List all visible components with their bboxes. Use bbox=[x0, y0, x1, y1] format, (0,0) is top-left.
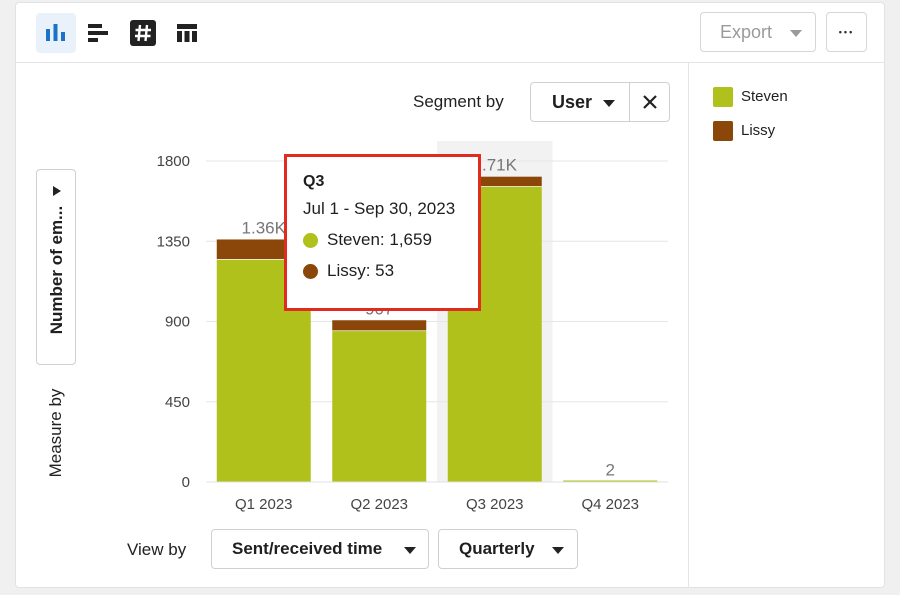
horizontal-bar-icon bbox=[88, 24, 108, 42]
table-view-button[interactable] bbox=[167, 13, 207, 53]
y-tick-label: 900 bbox=[165, 314, 190, 331]
legend: Steven Lissy bbox=[713, 86, 788, 154]
legend-item-lissy[interactable]: Lissy bbox=[713, 120, 788, 154]
tooltip-value: Steven: 1,659 bbox=[327, 230, 432, 249]
legend-divider bbox=[688, 63, 689, 588]
legend-swatch-steven bbox=[713, 87, 733, 107]
ellipsis-icon: ••• bbox=[838, 27, 855, 37]
chart-tooltip: Q3 Jul 1 - Sep 30, 2023 Steven: 1,659 Li… bbox=[284, 154, 481, 311]
close-icon bbox=[642, 95, 657, 109]
legend-swatch-lissy bbox=[713, 121, 733, 141]
caret-right-icon bbox=[53, 186, 61, 196]
bar-chart-view-button[interactable] bbox=[36, 13, 76, 53]
view-by-granularity-select[interactable]: Quarterly bbox=[438, 529, 578, 569]
bar-lissy bbox=[447, 176, 542, 187]
export-button[interactable]: Export bbox=[700, 12, 816, 52]
segment-value: User bbox=[552, 91, 593, 112]
x-tick-label: Q1 2023 bbox=[235, 496, 293, 513]
bar-total-label: 1.36K bbox=[242, 218, 287, 237]
legend-label: Steven bbox=[741, 88, 788, 105]
clear-segment-button[interactable] bbox=[629, 82, 670, 122]
x-tick-label: Q2 2023 bbox=[350, 496, 408, 513]
more-options-button[interactable]: ••• bbox=[826, 12, 867, 52]
number-view-button[interactable] bbox=[123, 13, 163, 53]
bar-total-label: 2 bbox=[606, 461, 615, 480]
bar-steven bbox=[332, 330, 427, 482]
export-label: Export bbox=[720, 21, 773, 42]
bar-total-label: 1.71K bbox=[473, 156, 518, 175]
y-tick-label: 1800 bbox=[157, 153, 190, 170]
tooltip-title: Q3 bbox=[303, 173, 325, 190]
measure-select[interactable]: Number of em... bbox=[36, 169, 76, 365]
number-icon bbox=[130, 20, 156, 46]
y-tick-label: 450 bbox=[165, 394, 190, 411]
bar-lissy bbox=[332, 320, 427, 331]
chevron-down-icon bbox=[404, 547, 416, 554]
legend-item-steven[interactable]: Steven bbox=[713, 86, 788, 120]
tooltip-row-lissy: Lissy: 53 bbox=[303, 261, 478, 281]
legend-label: Lissy bbox=[741, 122, 776, 139]
horizontal-bar-view-button[interactable] bbox=[78, 13, 118, 53]
segment-by-label: Segment by bbox=[413, 92, 504, 111]
view-dimension-value: Sent/received time bbox=[232, 539, 383, 558]
chevron-down-icon bbox=[552, 547, 564, 554]
chart-card: Export ••• Steven Lissy Segment by User … bbox=[15, 2, 885, 588]
tooltip-dot-lissy bbox=[303, 263, 318, 279]
chevron-down-icon bbox=[790, 30, 802, 37]
y-tick-label: 1350 bbox=[157, 233, 190, 250]
x-tick-label: Q3 2023 bbox=[466, 496, 524, 513]
view-by-dimension-select[interactable]: Sent/received time bbox=[211, 529, 429, 569]
toolbar: Export ••• bbox=[16, 3, 884, 63]
view-granularity-value: Quarterly bbox=[459, 539, 535, 558]
bar-chart-icon bbox=[46, 24, 65, 41]
tooltip-value: Lissy: 53 bbox=[327, 261, 395, 280]
y-tick-label: 0 bbox=[182, 474, 190, 491]
bar-steven bbox=[563, 480, 658, 482]
tooltip-row-steven: Steven: 1,659 bbox=[303, 230, 478, 250]
chevron-down-icon bbox=[603, 100, 615, 107]
table-icon bbox=[177, 24, 197, 42]
tooltip-dot-steven bbox=[303, 232, 318, 248]
view-by-label: View by bbox=[127, 540, 187, 559]
x-tick-label: Q4 2023 bbox=[581, 496, 639, 513]
segment-by-select[interactable]: User bbox=[530, 82, 630, 122]
tooltip-date-range: Jul 1 - Sep 30, 2023 bbox=[303, 199, 456, 218]
